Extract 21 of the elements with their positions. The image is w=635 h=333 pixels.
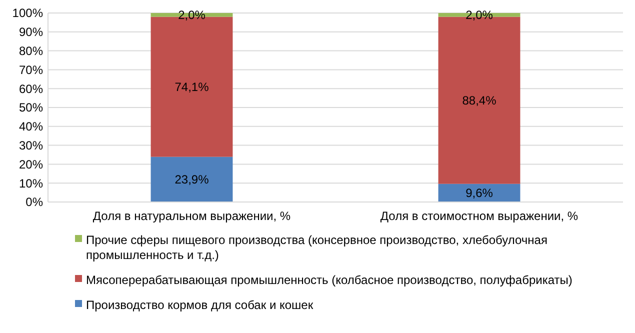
y-tick-label: 10% [18, 176, 44, 190]
x-tick-label: Доля в стоимостном выражении, % [380, 209, 578, 223]
y-tick-label: 90% [18, 25, 44, 40]
y-tick-label: 0% [26, 195, 44, 210]
legend-label: Производство кормов для собак и кошек [86, 298, 314, 312]
y-tick-label: 50% [18, 100, 44, 115]
x-tick-label: Доля в натуральном выражении, % [92, 209, 291, 223]
data-label: 23,9% [174, 172, 210, 187]
y-tick-label: 30% [18, 138, 44, 152]
y-tick-label: 70% [18, 62, 44, 77]
legend-label: Прочие сферы пищевого производства (консервное производство, хлебобулочная промышленность и т.д.) [86, 233, 548, 262]
y-tick-label: 80% [18, 44, 44, 58]
bar [150, 156, 233, 202]
data-label: 74,1% [174, 80, 210, 94]
y-tick-label: 40% [18, 120, 44, 134]
data-label: 9,6% [466, 186, 494, 200]
y-tick-label: 60% [18, 82, 44, 96]
y-tick-label: 100% [12, 6, 44, 20]
y-tick-label: 20% [18, 157, 44, 172]
data-label: 88,4% [462, 94, 497, 108]
legend-label: Мясоперерабатывающая промышленность (колбасное производство, полуфабрикаты) [86, 273, 572, 287]
